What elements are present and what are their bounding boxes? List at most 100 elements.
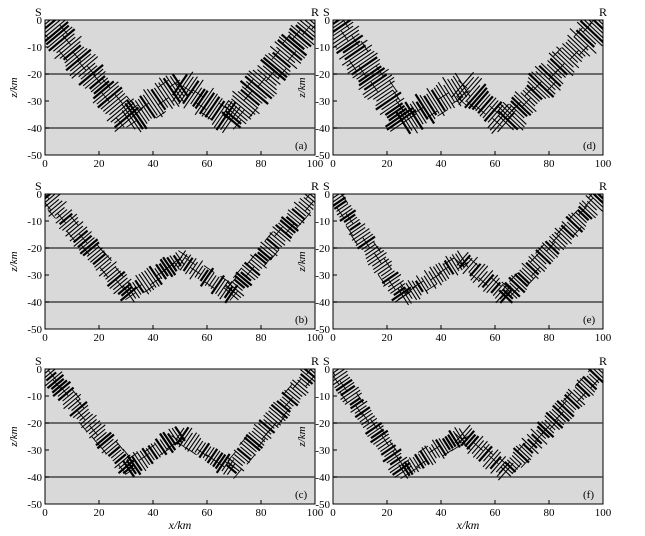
wavefront-segment (114, 453, 127, 465)
wavefront-segment (224, 105, 247, 125)
wavefront-segment (299, 373, 314, 385)
wavefront-segment (257, 65, 281, 85)
wavefront-segment (379, 97, 405, 116)
z-tick-label: -10 (27, 42, 42, 54)
wavefront-segment (443, 84, 455, 103)
wavefront-segment (339, 208, 353, 218)
wavefront-segment (148, 265, 163, 286)
wavefront-segment (232, 95, 256, 115)
wavefront-segment (101, 439, 119, 454)
x-tick-label: 40 (148, 332, 160, 344)
wavefront-segment (417, 453, 427, 466)
receiver-label: R (311, 354, 319, 368)
wavefront-segment (241, 86, 263, 104)
ray-segment (437, 92, 449, 100)
wavefront-segment (408, 457, 420, 473)
wavefront-segment (85, 420, 101, 433)
wavefront-segment (345, 216, 358, 226)
wavefront-segment (470, 263, 486, 281)
ray-segment (127, 104, 138, 113)
wavefront-segment (69, 53, 92, 72)
ray-segment (412, 280, 424, 288)
wavefront-segment (257, 247, 273, 261)
wavefront-segment (171, 73, 189, 96)
wavefront-segment (154, 82, 174, 110)
ray-bundle (333, 369, 603, 481)
ray-segment (306, 369, 312, 375)
wavefront-segment (126, 455, 142, 476)
wavefront-segment (376, 89, 394, 102)
z-tick-label: 0 (325, 15, 331, 27)
wavefront-segment (576, 21, 603, 47)
wavefront-segment (298, 20, 315, 34)
wavefront-segment (134, 279, 145, 294)
ray-segment (489, 105, 500, 115)
wavefront-segment (419, 94, 436, 120)
wavefront-segment (401, 463, 411, 477)
wavefront-segment (227, 103, 248, 122)
wavefront-segment (88, 423, 102, 435)
wavefront-segment (284, 389, 300, 404)
ray-segment (534, 432, 544, 442)
wavefront-segment (131, 100, 148, 125)
source-label: S (35, 5, 42, 19)
wavefront-segment (398, 464, 409, 479)
wavefront-segment (361, 415, 376, 426)
wavefront-segment (90, 77, 109, 93)
ray-segment (224, 461, 236, 469)
wavefront-segment (592, 20, 603, 31)
wavefront-segment (281, 391, 299, 407)
z-tick-label: -50 (315, 150, 330, 162)
wavefront-segment (526, 438, 538, 449)
wavefront-segment (52, 380, 72, 398)
wavefront-segment (577, 205, 593, 220)
z-tick-label: -30 (27, 270, 42, 282)
ray-segment (271, 50, 280, 60)
wavefront-segment (89, 424, 106, 439)
ray-segment (243, 90, 253, 101)
wavefront-segment (490, 456, 507, 474)
ray-segment (574, 377, 584, 387)
wavefront-segment (159, 432, 174, 454)
wavefront-segment (182, 80, 200, 105)
wavefront-segment (268, 52, 291, 73)
wavefront-segment (303, 196, 314, 207)
ray-segment (126, 452, 138, 461)
ray-segment (342, 20, 350, 29)
wavefront-segment (297, 379, 308, 389)
ray-segment (345, 213, 354, 224)
wavefront-segment (273, 231, 286, 242)
wavefront-segment (489, 455, 502, 470)
wavefront-segment (581, 200, 598, 216)
wavefront-segment (479, 97, 497, 117)
ray-segment (114, 93, 123, 104)
ray-segment (264, 231, 274, 242)
wavefront-segment (428, 446, 437, 459)
wavefront-segment (204, 447, 215, 462)
wavefront-segment (176, 426, 190, 445)
wavefront-segment (77, 234, 93, 249)
wavefront-segment (333, 21, 354, 37)
wavefront-segment (233, 449, 250, 464)
wavefront-segment (414, 93, 436, 125)
x-tick-label: 100 (307, 332, 324, 344)
ray-segment (529, 440, 539, 450)
ray-segment (246, 454, 255, 465)
wavefront-segment (511, 455, 522, 465)
wavefront-segment (279, 219, 297, 234)
wavefront-segment (372, 258, 390, 270)
wavefront-segment (235, 271, 253, 287)
wavefront-segment (506, 459, 518, 470)
wavefront-segment (159, 439, 168, 451)
wavefront-segment (404, 101, 424, 131)
wavefront-segment (450, 78, 464, 98)
wavefront-segment (525, 261, 540, 276)
wavefront-segment (71, 56, 99, 79)
wavefront-segment (234, 278, 246, 289)
wavefront-segment (346, 50, 375, 71)
wavefront-segment (509, 457, 521, 468)
wavefront-segment (262, 56, 288, 79)
wavefront-segment (535, 70, 556, 91)
wavefront-segment (45, 371, 57, 382)
